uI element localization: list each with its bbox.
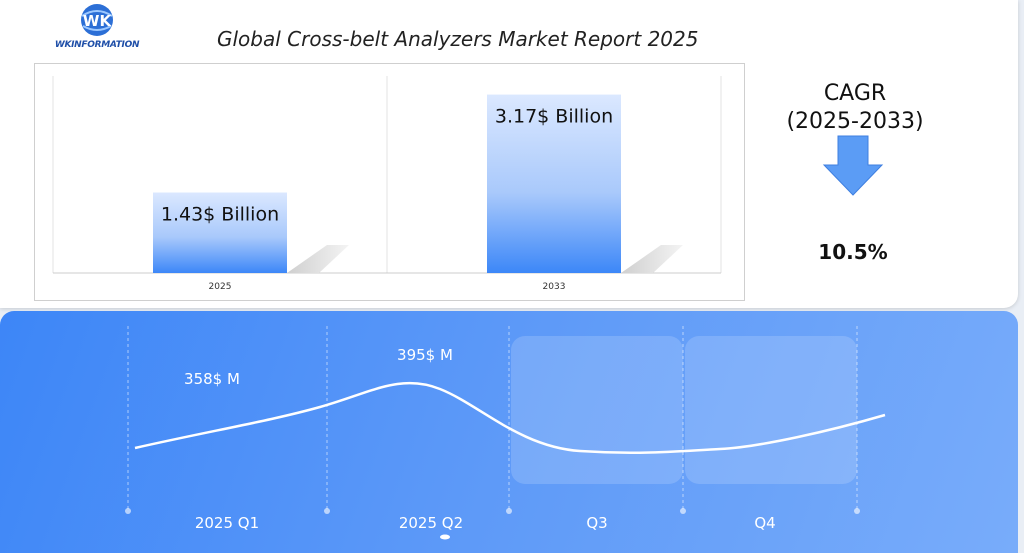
quarterly-line-chart: 2025 Q1 2025 Q2 Q3 Q4 358$ M 395$ M bbox=[125, 326, 886, 540]
grid-dot bbox=[125, 508, 131, 514]
quarter-tick-label: 2025 Q2 bbox=[399, 514, 463, 532]
company-logo: WK WKINFORMATION bbox=[52, 2, 142, 52]
quarterly-panel: 2025 Q1 2025 Q2 Q3 Q4 358$ M 395$ M bbox=[0, 311, 1018, 553]
x-tick-label: 2033 bbox=[543, 282, 566, 292]
cagr-label-line1: CAGR bbox=[823, 81, 887, 106]
summary-panel: WK WKINFORMATION Global Cross-belt Analy… bbox=[0, 0, 1018, 308]
market-size-bar-chart: 1.43$ Billion 2025 3.17$ Billion 2033 bbox=[34, 63, 745, 301]
quarter-tick-label: 2025 Q1 bbox=[195, 514, 259, 532]
grid-dot bbox=[506, 508, 512, 514]
grid-dot bbox=[854, 508, 860, 514]
bar-chart-svg: 1.43$ Billion 2025 3.17$ Billion 2033 bbox=[52, 76, 722, 292]
report-title: Global Cross-belt Analyzers Market Repor… bbox=[217, 27, 699, 51]
cagr-label: CAGR (2025-2033) bbox=[760, 80, 950, 136]
svg-text:WK: WK bbox=[83, 12, 113, 30]
logo-globe-icon: WK bbox=[81, 4, 113, 36]
bar-data-label: 1.43$ Billion bbox=[161, 204, 279, 226]
cagr-label-line2: (2025-2033) bbox=[786, 109, 924, 134]
q4-highlight-card bbox=[685, 336, 857, 484]
cagr-value: 10.5% bbox=[818, 240, 888, 264]
active-quarter-dot bbox=[440, 534, 450, 540]
bar-2033 bbox=[487, 94, 621, 274]
grid-dot bbox=[680, 508, 686, 514]
quarter-tick-label: Q3 bbox=[586, 514, 607, 532]
q3-highlight-card bbox=[511, 336, 683, 484]
bar-shadow bbox=[621, 245, 683, 273]
bar-data-label: 3.17$ Billion bbox=[495, 106, 613, 128]
grid-dot bbox=[324, 508, 330, 514]
quarter-data-label: 395$ M bbox=[397, 346, 453, 364]
logo-text: WKINFORMATION bbox=[54, 40, 140, 50]
quarter-data-label: 358$ M bbox=[184, 370, 240, 388]
bar-shadow bbox=[287, 245, 349, 273]
bar-2025 bbox=[153, 192, 287, 273]
x-tick-label: 2025 bbox=[209, 282, 232, 292]
quarterly-trend-line bbox=[134, 381, 886, 454]
arrow-down-icon bbox=[822, 135, 884, 196]
quarter-tick-label: Q4 bbox=[754, 514, 775, 532]
